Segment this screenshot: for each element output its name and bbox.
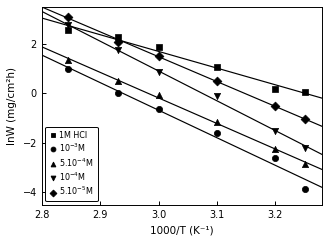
Y-axis label: lnW (mg/cm²h): lnW (mg/cm²h) (7, 67, 17, 145)
Point (156, 93, 161, 97)
Point (273, 104, 278, 108)
Point (115, 48, 120, 52)
Point (65, 23, 71, 27)
Point (214, 79, 219, 83)
Legend: 1M HCl, 10$^{-3}$M, 5.10$^{-4}$M, 10$^{-4}$M, 5.10$^{-5}$M: 1M HCl, 10$^{-3}$M, 5.10$^{-4}$M, 10$^{-… (45, 127, 98, 201)
Point (302, 146, 307, 150)
Point (273, 87, 278, 91)
Point (214, 66, 219, 69)
Point (214, 94, 219, 98)
Point (65, 67, 71, 71)
Point (156, 54, 161, 58)
Point (273, 129, 278, 132)
Point (156, 70, 161, 74)
Point (273, 156, 278, 160)
Point (302, 117, 307, 121)
Point (65, 15, 71, 19)
X-axis label: 1000/T (K⁻¹): 1000/T (K⁻¹) (150, 225, 214, 235)
Point (302, 162, 307, 166)
Point (65, 58, 71, 62)
Point (156, 45, 161, 49)
Point (115, 40, 120, 44)
Point (115, 35, 120, 38)
Point (302, 90, 307, 94)
Point (156, 107, 161, 111)
Point (115, 79, 120, 83)
Point (65, 29, 71, 32)
Point (115, 91, 120, 95)
Point (273, 147, 278, 151)
Point (302, 187, 307, 190)
Point (214, 131, 219, 135)
Point (214, 120, 219, 124)
